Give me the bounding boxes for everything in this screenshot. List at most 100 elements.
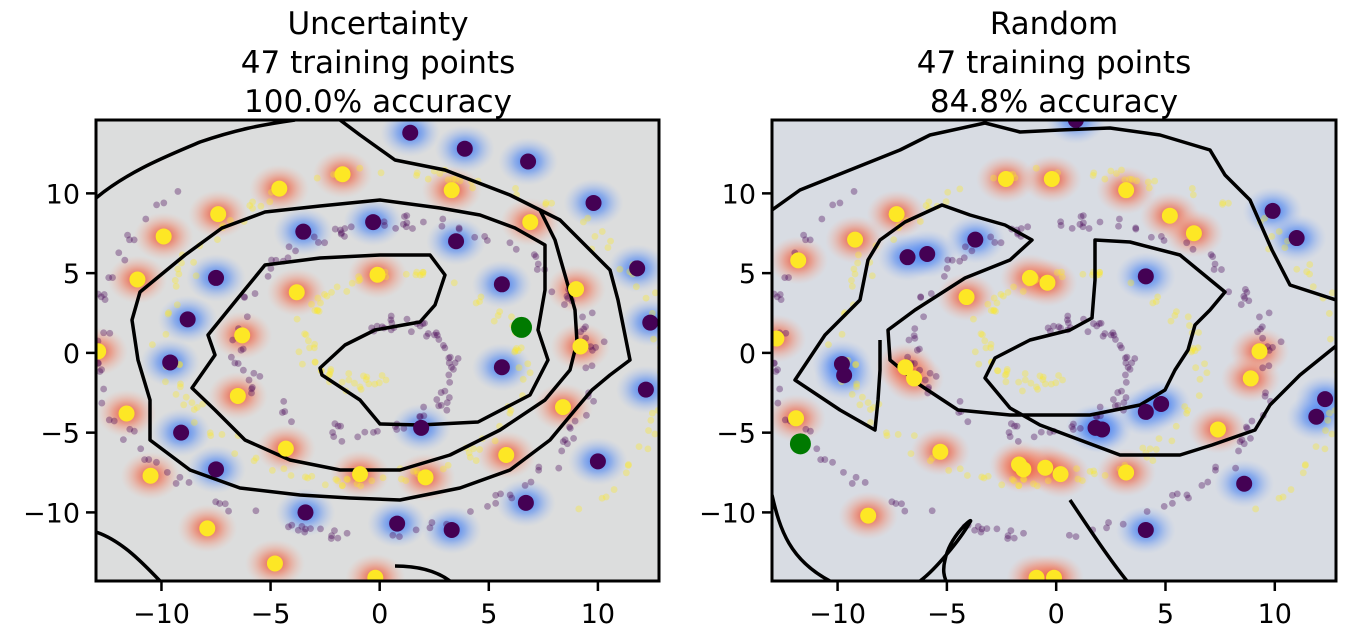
unlabeled-point-class-0 [1160, 237, 1168, 244]
unlabeled-point-class-1 [1032, 164, 1040, 172]
unlabeled-point-class-1 [869, 404, 877, 411]
unlabeled-point-class-0 [1020, 529, 1027, 537]
unlabeled-point-class-1 [1149, 457, 1157, 464]
labeled-point-class-0 [297, 504, 314, 521]
unlabeled-point-class-1 [663, 362, 670, 369]
unlabeled-point-class-0 [446, 379, 454, 386]
unlabeled-point-class-1 [511, 348, 519, 356]
labeled-point-class-0 [967, 231, 984, 248]
unlabeled-point-class-1 [1340, 362, 1345, 369]
decision-boundary [793, 203, 1336, 457]
unlabeled-point-class-0 [387, 312, 395, 320]
unlabeled-point-class-1 [1059, 376, 1066, 384]
panel-title: Uncertainty [287, 6, 468, 42]
unlabeled-point-class-1 [990, 294, 998, 302]
unlabeled-point-class-0 [492, 499, 500, 507]
unlabeled-point-class-0 [600, 338, 608, 346]
unlabeled-point-class-0 [115, 249, 123, 257]
unlabeled-point-class-1 [379, 474, 387, 482]
unlabeled-point-class-1 [371, 380, 379, 388]
unlabeled-point-class-1 [397, 475, 405, 483]
labeled-point-class-0 [1137, 268, 1154, 285]
unlabeled-point-class-1 [993, 299, 1001, 307]
unlabeled-point-class-1 [321, 290, 328, 298]
unlabeled-point-class-1 [1073, 465, 1081, 473]
y-tick-label: −5 [40, 419, 80, 450]
unlabeled-point-class-1 [214, 236, 221, 244]
unlabeled-point-class-1 [625, 461, 632, 468]
x-tick-label: −10 [809, 599, 866, 630]
panel-subtitle-line-2: 100.0% accuracy [244, 84, 512, 120]
unlabeled-point-class-1 [990, 306, 998, 314]
unlabeled-point-class-1 [956, 465, 964, 473]
unlabeled-point-class-0 [1122, 379, 1130, 386]
unlabeled-point-class-1 [1003, 368, 1011, 375]
unlabeled-point-class-1 [854, 259, 862, 267]
unlabeled-point-class-0 [1237, 301, 1245, 308]
unlabeled-point-class-1 [548, 199, 556, 207]
unlabeled-point-class-1 [987, 344, 995, 352]
unlabeled-point-class-1 [357, 385, 365, 393]
unlabeled-point-class-0 [338, 437, 346, 445]
unlabeled-point-class-0 [431, 331, 438, 339]
labeled-point-class-0 [637, 381, 654, 398]
unlabeled-point-class-0 [840, 468, 847, 476]
unlabeled-point-class-0 [354, 433, 362, 441]
unlabeled-point-class-1 [856, 401, 864, 409]
unlabeled-point-class-1 [476, 298, 483, 305]
unlabeled-point-class-0 [1103, 524, 1110, 532]
unlabeled-point-class-0 [416, 413, 424, 420]
unlabeled-point-class-0 [432, 329, 440, 337]
unlabeled-point-class-1 [1041, 380, 1049, 388]
unlabeled-point-class-0 [1116, 341, 1124, 349]
unlabeled-point-class-0 [861, 479, 869, 486]
unlabeled-point-class-1 [624, 462, 632, 469]
unlabeled-point-class-1 [616, 265, 624, 273]
unlabeled-point-class-0 [212, 498, 220, 506]
unlabeled-point-class-1 [980, 474, 988, 482]
unlabeled-point-class-1 [190, 419, 198, 426]
unlabeled-point-class-0 [337, 422, 345, 430]
unlabeled-point-class-0 [829, 201, 837, 209]
unlabeled-point-class-0 [101, 296, 109, 304]
unlabeled-point-class-0 [911, 334, 919, 342]
unlabeled-point-class-1 [311, 340, 319, 348]
unlabeled-point-class-1 [944, 188, 952, 196]
unlabeled-point-class-1 [1192, 364, 1200, 372]
unlabeled-point-class-1 [304, 337, 312, 345]
unlabeled-point-class-0 [329, 429, 336, 436]
unlabeled-point-class-1 [162, 378, 169, 386]
unlabeled-point-class-0 [1132, 225, 1140, 233]
unlabeled-point-class-0 [561, 436, 569, 444]
unlabeled-point-class-1 [1261, 214, 1269, 222]
unlabeled-point-class-1 [311, 358, 319, 366]
x-tick-label: 0 [371, 599, 388, 630]
unlabeled-point-class-0 [252, 507, 260, 515]
unlabeled-point-class-0 [964, 418, 972, 426]
unlabeled-point-class-0 [1241, 294, 1249, 302]
unlabeled-point-class-1 [327, 368, 334, 375]
labeled-point-class-1 [997, 171, 1014, 188]
unlabeled-point-class-0 [905, 336, 913, 344]
unlabeled-point-class-0 [555, 464, 563, 472]
unlabeled-point-class-1 [1033, 482, 1041, 490]
unlabeled-point-class-1 [515, 364, 523, 372]
unlabeled-point-class-0 [1160, 502, 1168, 510]
unlabeled-point-class-1 [1030, 480, 1037, 488]
unlabeled-point-class-0 [1099, 332, 1107, 340]
unlabeled-point-class-1 [1225, 199, 1232, 207]
unlabeled-point-class-1 [1003, 366, 1011, 373]
unlabeled-point-class-0 [530, 251, 538, 259]
unlabeled-point-class-0 [561, 301, 568, 308]
unlabeled-point-class-0 [1168, 499, 1176, 507]
unlabeled-point-class-0 [940, 272, 948, 280]
unlabeled-point-class-1 [444, 176, 452, 184]
panel-uncertainty: Uncertainty 47 training points 100.0% ac… [23, 6, 670, 630]
unlabeled-point-class-0 [439, 215, 447, 223]
unlabeled-point-class-0 [1143, 508, 1151, 515]
unlabeled-point-class-1 [1144, 178, 1152, 186]
unlabeled-point-class-0 [944, 256, 952, 264]
labeled-point-class-1 [772, 330, 785, 347]
unlabeled-point-class-1 [174, 265, 182, 273]
unlabeled-point-class-0 [239, 366, 247, 374]
